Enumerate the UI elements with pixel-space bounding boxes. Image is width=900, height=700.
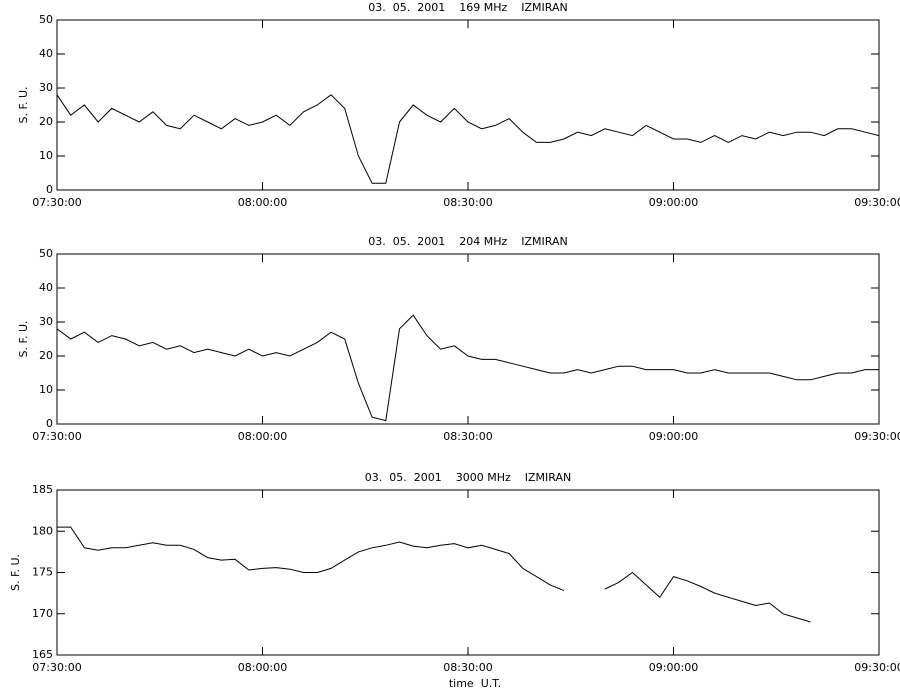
plot-frame — [56, 253, 880, 425]
x-tick-label: 08:00:00 — [238, 430, 287, 443]
data-line — [604, 571, 811, 623]
x-tick-label: 07:30:00 — [32, 661, 81, 674]
data-line — [57, 526, 565, 592]
data-line — [56, 314, 879, 422]
y-tick-label: 40 — [39, 47, 53, 60]
y-tick-label: 20 — [39, 115, 53, 128]
x-tick-label: 08:30:00 — [443, 661, 492, 674]
y-tick-label: 185 — [32, 483, 53, 496]
x-tick-label: 09:00:00 — [649, 430, 698, 443]
chart-title: 03. 05. 2001 204 MHz IZMIRAN — [368, 235, 567, 248]
x-tick-label: 09:30:00 — [854, 196, 900, 209]
x-tick-label: 08:30:00 — [443, 430, 492, 443]
x-tick-label: 09:30:00 — [854, 661, 900, 674]
y-tick-label: 50 — [39, 247, 53, 260]
y-tick-label: 50 — [39, 13, 53, 26]
x-tick-label: 07:30:00 — [32, 196, 81, 209]
y-tick-label: 20 — [39, 349, 53, 362]
y-tick-label: 170 — [32, 607, 53, 620]
x-tick-label: 09:00:00 — [649, 196, 698, 209]
y-tick-label: 40 — [39, 281, 53, 294]
y-tick-label: 0 — [46, 183, 53, 196]
x-tick-label: 08:30:00 — [443, 196, 492, 209]
y-tick-label: 175 — [32, 566, 53, 579]
x-tick-label: 08:00:00 — [238, 196, 287, 209]
x-tick-label: 09:00:00 — [649, 661, 698, 674]
chart-title: 03. 05. 2001 3000 MHz IZMIRAN — [365, 471, 571, 484]
plot-frame — [56, 19, 880, 191]
x-tick-label: 07:30:00 — [32, 430, 81, 443]
y-axis-label: S. F. U. — [17, 86, 30, 123]
y-tick-label: 0 — [46, 417, 53, 430]
y-axis-label: S. F. U. — [9, 554, 22, 591]
y-tick-label: 30 — [39, 315, 53, 328]
y-tick-label: 165 — [32, 648, 53, 661]
data-line — [56, 94, 880, 184]
y-tick-label: 10 — [39, 383, 53, 396]
chart-title: 03. 05. 2001 169 MHz IZMIRAN — [368, 1, 567, 14]
x-tick-label: 09:30:00 — [854, 430, 900, 443]
plot-frame — [56, 489, 880, 656]
y-tick-label: 180 — [32, 524, 53, 537]
x-axis-label: time U.T. — [449, 677, 501, 690]
y-tick-label: 10 — [39, 149, 53, 162]
x-tick-label: 08:00:00 — [238, 661, 287, 674]
y-axis-label: S. F. U. — [17, 320, 30, 357]
y-tick-label: 30 — [39, 81, 53, 94]
